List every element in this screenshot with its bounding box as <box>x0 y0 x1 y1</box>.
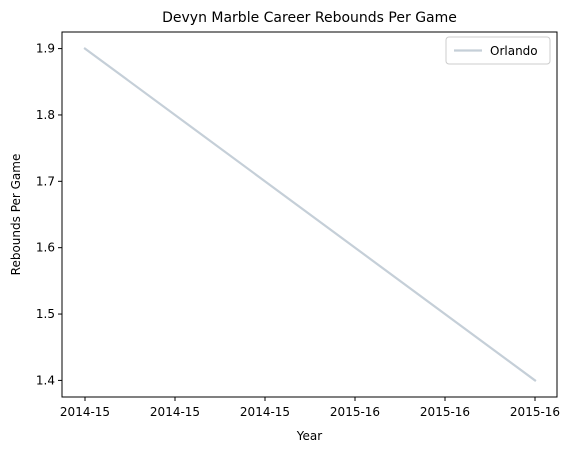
y-axis-ticks: 1.4 1.5 1.6 1.7 1.8 1.9 <box>36 42 62 387</box>
series-layer <box>83 47 537 382</box>
x-tick-label-4: 2015-16 <box>420 405 470 419</box>
y-axis-label: Rebounds Per Game <box>9 154 23 276</box>
x-tick-label-2: 2014-15 <box>240 405 290 419</box>
x-axis-label: Year <box>296 429 322 443</box>
x-axis-ticks: 2014-15 2014-15 2014-15 2015-16 2015-16 2015-… <box>60 397 560 419</box>
legend-label-orlando: Orlando <box>490 44 538 58</box>
legend-box <box>445 36 551 65</box>
legend: Orlando <box>445 36 551 65</box>
x-tick-label-5: 2015-16 <box>510 405 560 419</box>
chart-title: Devyn Marble Career Rebounds Per Game <box>162 10 457 26</box>
y-tick-label-0: 1.4 <box>36 373 55 387</box>
x-tick-label-1: 2014-15 <box>150 405 200 419</box>
plot-frame <box>61 31 558 398</box>
y-tick-label-2: 1.6 <box>36 241 55 255</box>
x-tick-label-3: 2015-16 <box>330 405 380 419</box>
y-tick-label-3: 1.7 <box>36 174 55 188</box>
y-tick-label-1: 1.5 <box>36 307 55 321</box>
series-line-orlando <box>83 47 537 382</box>
x-tick-label-0: 2014-15 <box>60 405 110 419</box>
y-tick-label-4: 1.8 <box>36 108 55 122</box>
y-tick-label-5: 1.9 <box>36 42 55 56</box>
